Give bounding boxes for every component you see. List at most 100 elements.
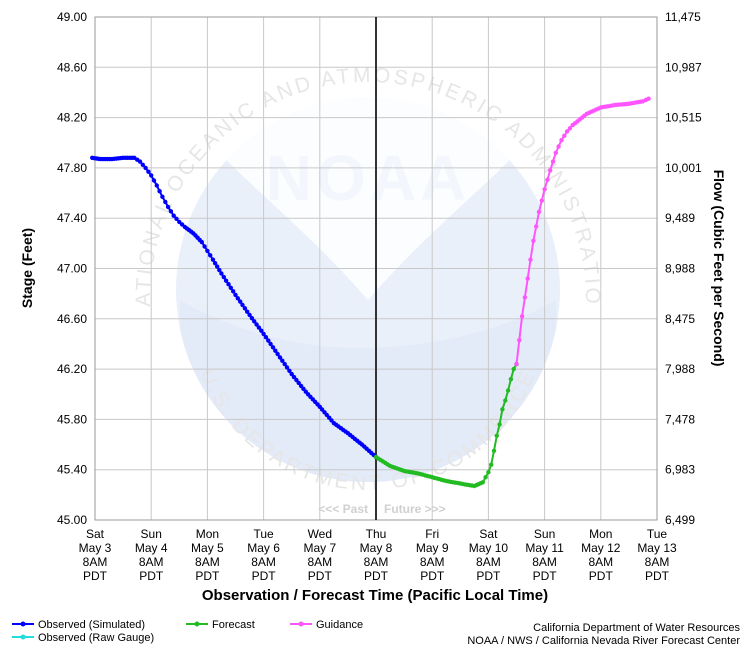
data-point [277, 355, 283, 360]
data-point [140, 162, 145, 167]
data-point [154, 183, 159, 188]
data-point [208, 253, 213, 258]
data-point [508, 377, 514, 382]
data-point [270, 345, 276, 350]
series-layer [90, 96, 651, 489]
series-forecast [373, 361, 519, 489]
data-point [280, 358, 285, 363]
data-point [301, 386, 306, 391]
y-right-tick-label: 10,515 [665, 111, 702, 125]
x-tick-label: Wed May 7 8AM PDT [303, 527, 336, 583]
y-left-tick-label: 45.80 [57, 412, 87, 426]
data-point [163, 199, 168, 205]
x-tick-label: Tue May 6 8AM PDT [247, 527, 280, 583]
series-guidance [514, 96, 651, 367]
data-point [536, 209, 542, 215]
legend-label: Observed (Raw Gauge) [38, 632, 154, 644]
data-point [528, 257, 533, 262]
data-point [261, 331, 266, 337]
data-point [291, 374, 297, 380]
x-axis-ticks: Sat May 3 8AM PDT Sun May 4 8AM PDT Mon May 5 8AM P… [79, 527, 677, 583]
data-point [511, 366, 516, 372]
past-label: <<< Past [318, 502, 368, 516]
series-observed-simulated [90, 155, 379, 460]
data-point [284, 365, 290, 370]
data-point [223, 278, 229, 283]
chart-legend: Observed (Simulated)Observed (Raw Gauge)… [12, 619, 363, 644]
noaa-watermark: NOAA NATIONAL OCEANIC AND ATMOSPHERIC AD… [0, 0, 601, 495]
data-point [171, 213, 176, 218]
legend-swatch-dot [194, 621, 200, 627]
y-axis-right-ticks: 6,499 6,983 7,478 7,988 8,475 8,988 9,489 10,00… [665, 10, 702, 527]
data-point [168, 209, 174, 214]
data-point [534, 224, 539, 229]
data-point [174, 216, 179, 221]
data-point [567, 126, 573, 131]
data-point [199, 239, 204, 245]
y-right-tick-label: 9,489 [665, 211, 695, 225]
x-tick-label: Sat May 3 8AM PDT [79, 527, 112, 583]
x-tick-label: Tue May 13 8AM PDT [637, 527, 677, 583]
data-point [238, 299, 243, 304]
data-point [179, 222, 185, 227]
data-point [545, 177, 550, 182]
data-point [240, 302, 245, 308]
legend-item: Forecast [186, 619, 255, 631]
data-point [212, 261, 218, 266]
data-point [137, 159, 143, 164]
data-point [233, 292, 238, 298]
data-point [231, 289, 236, 294]
credit-line-1: California Department of Water Resources [533, 622, 740, 634]
data-point [497, 422, 502, 427]
data-point [517, 338, 522, 343]
watermark-logo-text: NOAA [266, 142, 470, 214]
legend-label: Forecast [212, 619, 255, 631]
x-tick-label: Sun May 11 8AM PDT [525, 527, 564, 583]
x-tick-label: Mon May 5 8AM PDT [191, 527, 224, 583]
data-point [247, 312, 252, 318]
legend-swatch-dot [298, 621, 304, 627]
data-point [503, 398, 508, 403]
data-point [177, 219, 182, 225]
data-point [217, 267, 222, 273]
legend-swatch-dot [20, 621, 26, 627]
x-tick-label: Sun May 4 8AM PDT [135, 527, 168, 583]
data-point [646, 96, 651, 101]
y-right-tick-label: 8,988 [665, 262, 695, 276]
data-point [202, 244, 207, 249]
data-point [514, 361, 519, 367]
data-point [273, 348, 278, 353]
data-point [525, 276, 530, 281]
data-point [146, 169, 151, 174]
data-point [221, 274, 226, 280]
data-point [522, 295, 528, 300]
y-left-tick-label: 48.60 [57, 60, 87, 74]
data-point [151, 178, 157, 183]
data-point [489, 462, 494, 467]
legend-swatch-dot [20, 634, 26, 640]
data-point [149, 173, 154, 178]
data-point [242, 306, 248, 311]
data-point [289, 371, 294, 377]
y-right-tick-label: 8,475 [665, 312, 695, 326]
x-tick-label: Mon May 12 8AM PDT [581, 527, 621, 583]
y-left-tick-label: 47.80 [57, 161, 87, 175]
watermark-seagull [216, 98, 520, 300]
y-left-tick-label: 49.00 [57, 10, 87, 24]
y-left-tick-label: 46.20 [57, 362, 87, 376]
data-point [296, 380, 301, 386]
x-tick-label: Sat May 10 8AM PDT [469, 527, 509, 583]
data-point [562, 133, 567, 138]
data-point [480, 480, 485, 485]
data-point [263, 335, 269, 340]
x-tick-label: Fri May 9 8AM PDT [416, 527, 449, 583]
data-point [219, 271, 224, 276]
data-point [235, 296, 240, 301]
y-right-tick-label: 10,987 [665, 60, 702, 74]
data-point [542, 187, 547, 192]
y-right-tick-label: 10,001 [665, 161, 702, 175]
data-point [491, 448, 497, 453]
y-left-tick-label: 45.00 [57, 513, 87, 527]
data-point [205, 248, 210, 254]
